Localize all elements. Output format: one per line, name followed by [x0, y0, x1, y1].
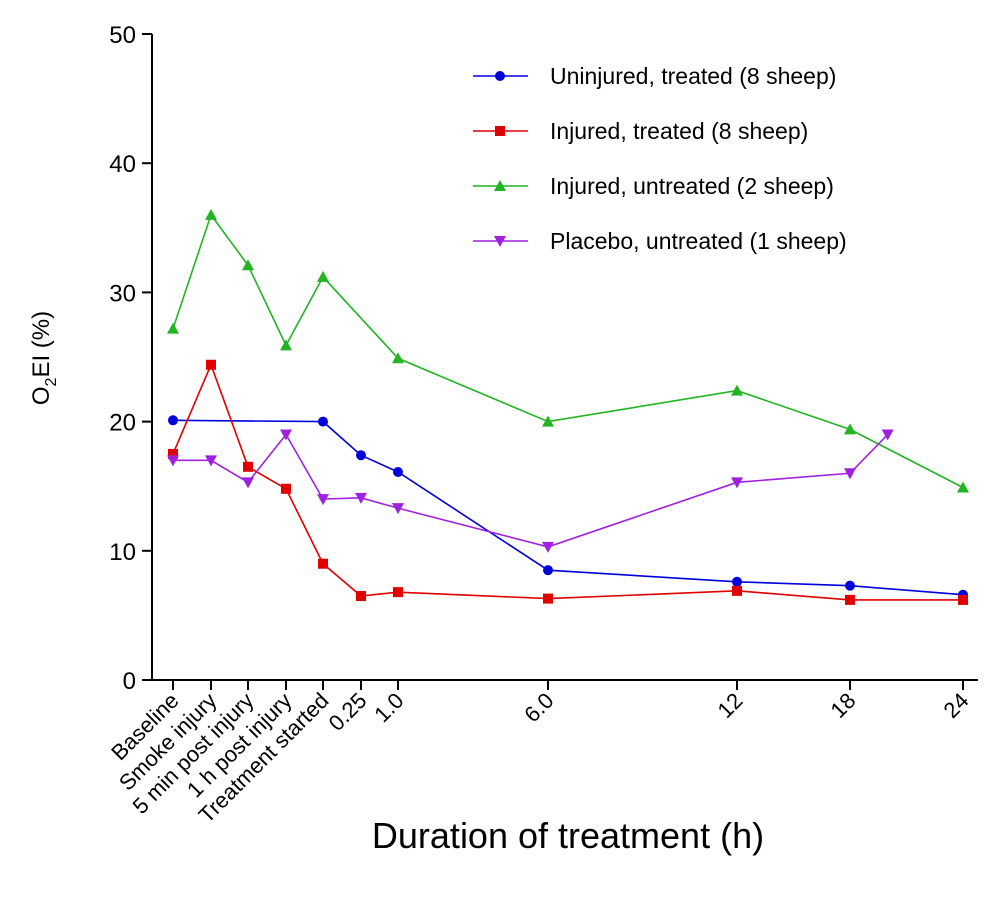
data-point — [958, 594, 968, 605]
series-0 — [168, 415, 968, 600]
y-axis-title-sub: 2 — [43, 377, 60, 386]
data-point — [242, 259, 254, 271]
data-point — [844, 468, 856, 480]
legend-marker — [495, 71, 505, 81]
y-axis-title-main: O — [28, 386, 55, 405]
data-point — [318, 416, 328, 427]
legend-label: Injured, treated (8 sheep) — [550, 118, 808, 144]
data-point — [280, 339, 292, 351]
data-point — [543, 565, 553, 576]
legend-label: Uninjured, treated (8 sheep) — [550, 63, 836, 89]
series-layer — [167, 208, 969, 605]
data-point — [543, 593, 553, 604]
data-point — [205, 208, 217, 220]
legend: Uninjured, treated (8 sheep) Injured, tre… — [473, 63, 847, 254]
data-point — [392, 503, 404, 515]
x-axis-title: Duration of treatment (h) — [372, 815, 764, 856]
data-point — [281, 483, 291, 494]
y-tick-label: 50 — [109, 22, 136, 49]
y-axis-title-rest: EI (%) — [28, 311, 55, 378]
y-axis-title: O2EI (%) — [28, 311, 60, 405]
data-point — [243, 461, 253, 472]
series-line — [172, 362, 963, 601]
legend-marker — [495, 126, 505, 136]
data-point — [542, 541, 554, 553]
data-point — [731, 384, 743, 396]
data-point — [168, 448, 178, 459]
data-point — [242, 477, 254, 489]
data-point — [317, 494, 329, 506]
data-point — [393, 587, 403, 598]
series-2 — [167, 208, 969, 493]
data-point — [205, 455, 217, 467]
data-point — [317, 270, 329, 282]
x-tick-label: 18 — [826, 688, 861, 723]
data-point — [957, 481, 969, 493]
legend-marker — [494, 180, 506, 191]
data-point — [280, 429, 292, 441]
data-point — [881, 429, 894, 441]
data-point — [356, 450, 366, 461]
series-line — [172, 419, 964, 596]
data-point — [168, 415, 178, 426]
y-tick-label: 20 — [109, 410, 136, 437]
x-tick-label: 0.25 — [324, 688, 372, 736]
data-point — [845, 580, 855, 591]
legend-item: Injured, untreated (2 sheep) — [473, 173, 834, 199]
y-tick-label: 30 — [109, 280, 136, 307]
data-point — [318, 558, 328, 569]
series-1 — [168, 359, 968, 605]
series-line — [172, 213, 964, 489]
data-point — [731, 477, 743, 489]
data-point — [355, 492, 367, 504]
data-point — [392, 352, 404, 364]
legend-item: Uninjured, treated (8 sheep) — [473, 63, 836, 89]
legend-item: Placebo, untreated (1 sheep) — [473, 228, 847, 254]
legend-item: Injured, treated (8 sheep) — [473, 118, 808, 144]
x-tick-label: 1.0 — [369, 688, 408, 727]
data-point — [206, 359, 216, 370]
series-line — [173, 433, 889, 548]
data-point — [167, 455, 179, 467]
data-point — [732, 585, 742, 596]
x-tick-label: 24 — [939, 688, 974, 723]
series-3 — [167, 429, 894, 553]
legend-label: Injured, untreated (2 sheep) — [550, 173, 834, 199]
data-point — [732, 576, 742, 587]
data-point — [845, 594, 855, 605]
data-point — [542, 415, 554, 427]
legend-label: Placebo, untreated (1 sheep) — [550, 228, 847, 254]
y-tick-label: 40 — [109, 151, 136, 178]
data-point — [167, 322, 179, 334]
x-tick-label: 12 — [713, 688, 748, 723]
y-tick-label: 10 — [109, 539, 136, 566]
x-tick-label: 6.0 — [519, 688, 558, 727]
legend-marker — [494, 236, 506, 247]
data-point — [844, 423, 856, 435]
data-point — [393, 466, 403, 477]
data-point — [356, 591, 366, 602]
y-tick-label: 0 — [123, 668, 136, 695]
